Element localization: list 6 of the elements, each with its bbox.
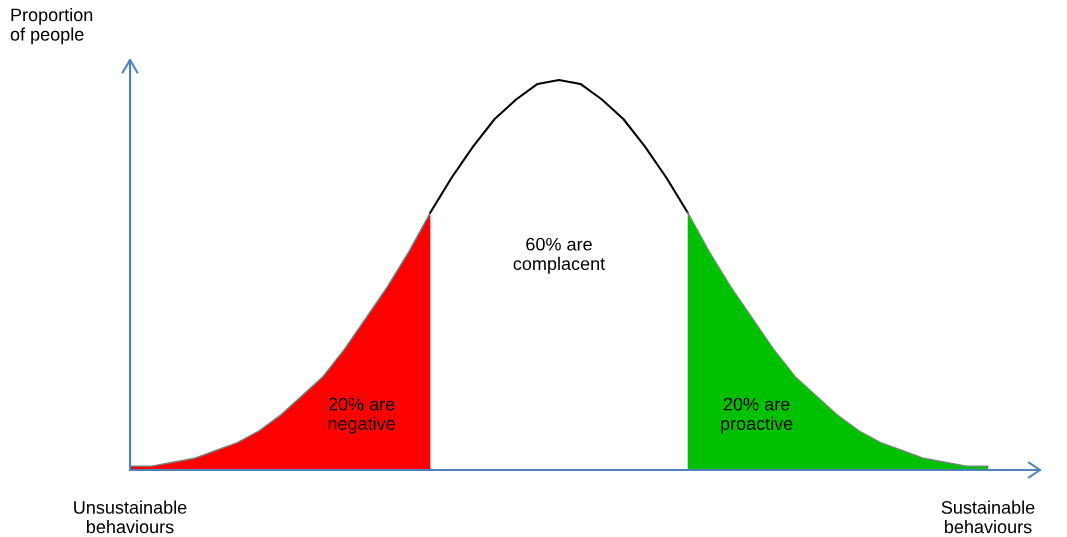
x-tick-label: Sustainable behaviours: [941, 500, 1035, 534]
y-axis-title: Proportion of people: [10, 8, 93, 45]
annotation: 20% are proactive: [721, 397, 793, 434]
x-tick-label: Unsustainable behaviours: [74, 500, 187, 534]
annotation: 20% are negative: [328, 397, 395, 434]
annotation: 60% are complacent: [513, 237, 606, 274]
